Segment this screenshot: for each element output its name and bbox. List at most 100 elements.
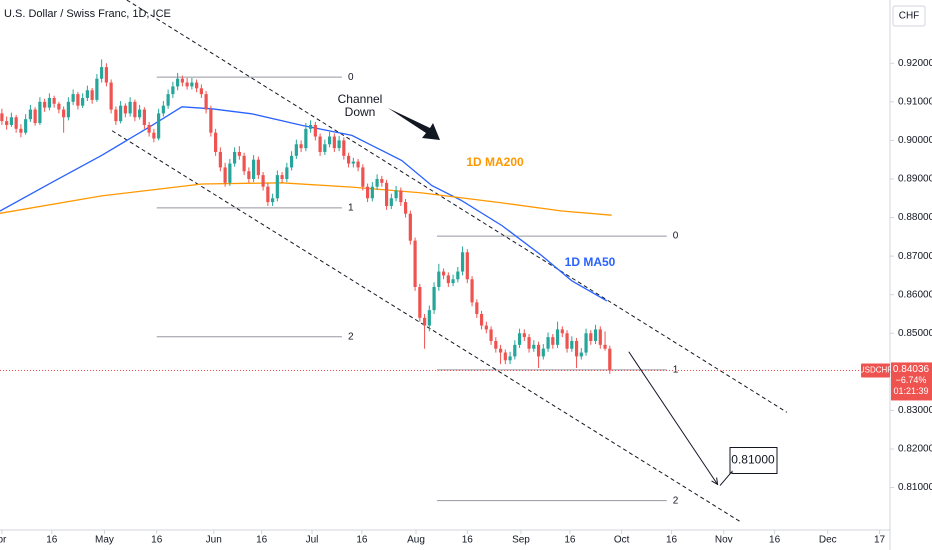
- candle-body: [342, 140, 346, 156]
- candle-body: [81, 97, 85, 106]
- candle-body: [114, 109, 118, 122]
- candle-body: [128, 101, 132, 114]
- candle-body: [147, 124, 151, 133]
- change-label: −6.74%: [896, 375, 927, 385]
- candle-body: [327, 136, 332, 145]
- candle-body: [285, 167, 289, 179]
- candle-body: [489, 329, 493, 341]
- candle-body: [574, 340, 579, 357]
- candle-body: [470, 279, 474, 303]
- candle-body: [133, 101, 137, 118]
- candle-body: [427, 310, 431, 326]
- candle-body: [475, 302, 479, 314]
- candle-body: [560, 329, 564, 334]
- candle-body: [375, 178, 379, 187]
- fib-label: 0: [673, 231, 679, 242]
- candle-body: [142, 109, 146, 125]
- candle-body: [384, 182, 389, 206]
- x-tick-label: Dec: [819, 535, 837, 546]
- candle-body: [252, 159, 256, 179]
- fib-label: 1: [348, 203, 354, 214]
- x-tick-label: 16: [256, 535, 268, 546]
- candle-body: [579, 352, 583, 357]
- annotation: Channel: [338, 92, 383, 106]
- candle-body: [237, 151, 241, 156]
- candle-body: [152, 132, 156, 139]
- candle-body: [551, 337, 555, 345]
- currency-box[interactable]: [892, 5, 926, 27]
- x-tick-label: May: [95, 535, 114, 546]
- candle-body: [365, 186, 370, 199]
- candle-body: [403, 202, 408, 214]
- candle-body: [323, 144, 327, 152]
- x-tick-label: 16: [462, 535, 474, 546]
- candle-body: [479, 313, 484, 326]
- y-tick-label: 0.85000: [898, 328, 932, 339]
- candle-body: [261, 175, 265, 187]
- x-tick-label: Jul: [306, 535, 319, 546]
- candle-body: [451, 279, 455, 284]
- candle-body: [304, 128, 308, 149]
- candle-body: [9, 117, 13, 125]
- candle-body: [271, 198, 275, 203]
- candle-body: [589, 333, 593, 341]
- candle-body: [532, 344, 536, 349]
- candle-body: [536, 344, 541, 357]
- x-tick-label: Sep: [512, 535, 530, 546]
- candle-body: [228, 163, 232, 183]
- y-tick-label: 0.83000: [898, 405, 932, 416]
- candle-body: [161, 105, 165, 114]
- candle-body: [346, 155, 351, 164]
- x-tick-label: 16: [356, 535, 368, 546]
- projection-arrow-head: [711, 477, 719, 486]
- candle-body: [100, 67, 104, 79]
- candle-body: [418, 286, 422, 318]
- candle-body: [33, 109, 37, 124]
- candle-body: [109, 82, 113, 110]
- candle-body: [280, 175, 284, 179]
- candle-body: [38, 101, 42, 124]
- candle-body: [199, 88, 203, 95]
- x-tick-label: Oct: [614, 535, 630, 546]
- candle-body: [513, 344, 517, 357]
- candle-body: [413, 240, 417, 287]
- candle-body: [608, 348, 612, 371]
- candle-body: [465, 252, 469, 280]
- y-tick-label: 0.82000: [898, 444, 932, 455]
- symbol-label: USDCHF: [859, 366, 892, 375]
- candle-body: [432, 286, 436, 311]
- candle-body: [190, 82, 194, 87]
- candle-body: [138, 109, 142, 118]
- candle-body: [351, 161, 355, 164]
- candle-body: [294, 144, 298, 156]
- fib-label: 2: [673, 495, 679, 506]
- candle-body: [19, 128, 23, 133]
- candle-body: [62, 109, 66, 118]
- candle-body: [517, 333, 522, 345]
- y-tick-label: 0.92000: [898, 58, 932, 69]
- candle-body: [209, 109, 213, 133]
- candle-body: [0, 113, 4, 122]
- fib-label: 2: [348, 331, 354, 342]
- candle-body: [527, 337, 531, 349]
- candle-body: [484, 325, 488, 330]
- ma-label: 1D MA200: [466, 155, 524, 169]
- candle-body: [266, 186, 270, 203]
- x-tick-label: 16: [151, 535, 163, 546]
- channel-line: [111, 130, 743, 524]
- candle-body: [313, 124, 317, 137]
- x-tick-label: 16: [769, 535, 781, 546]
- candle-body: [437, 271, 441, 287]
- candle-body: [71, 94, 75, 102]
- projection-arrow: [628, 351, 719, 485]
- candle-body: [456, 271, 460, 280]
- candle-body: [570, 340, 574, 349]
- x-tick-label: Aug: [407, 535, 425, 546]
- channel-line: [126, 0, 788, 413]
- candle-body: [446, 275, 450, 284]
- x-tick-label: or: [0, 535, 7, 546]
- y-tick-label: 0.91000: [898, 96, 932, 107]
- candle-body: [399, 190, 403, 203]
- candle-body: [275, 175, 279, 199]
- currency: CHF: [899, 11, 920, 22]
